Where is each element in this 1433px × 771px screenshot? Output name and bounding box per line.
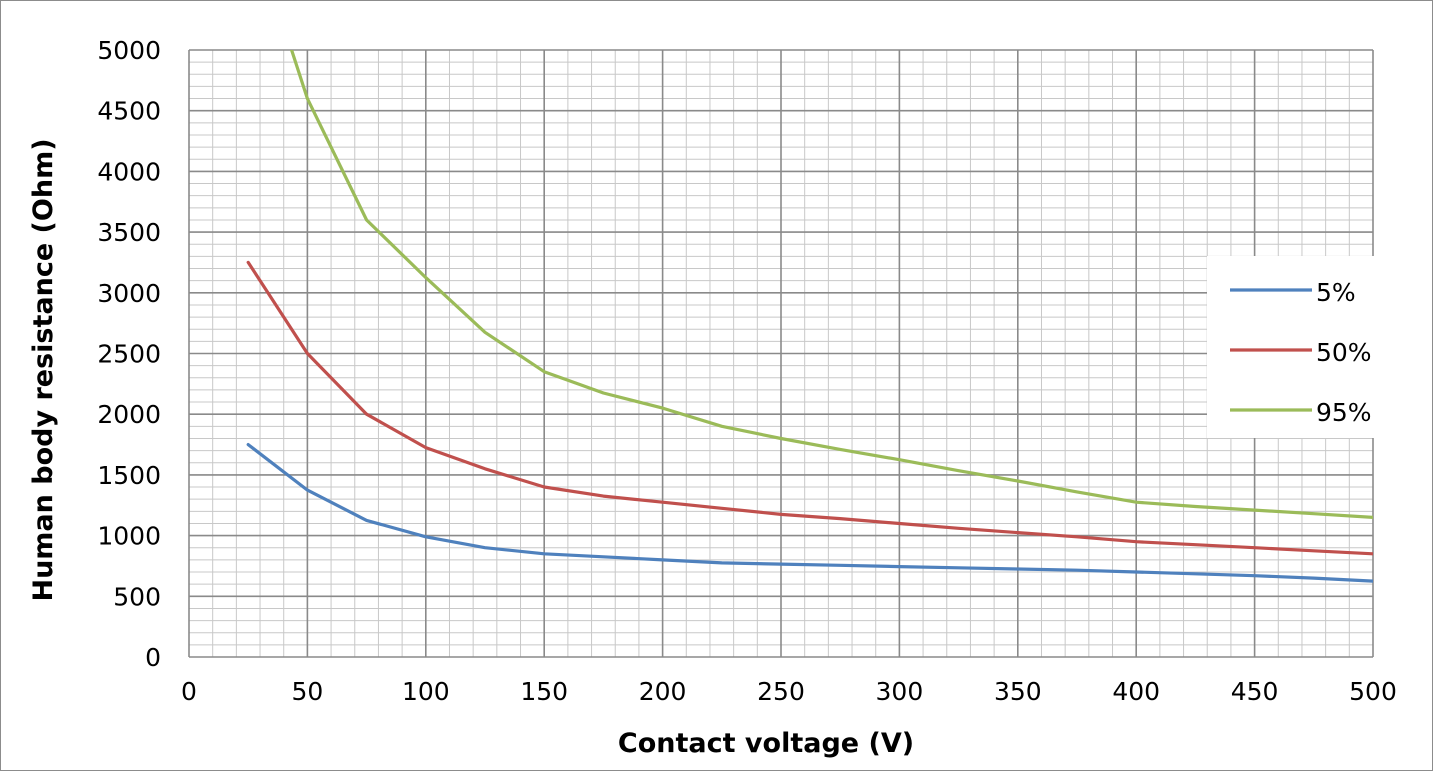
x-tick-label: 350 xyxy=(994,677,1042,706)
series-line-95pct xyxy=(289,50,1373,520)
y-tick-label: 0 xyxy=(145,643,161,672)
series-lines xyxy=(246,50,1373,583)
series-line-50pct xyxy=(246,260,1373,556)
y-tick-label: 1500 xyxy=(97,461,161,490)
x-tick-label: 250 xyxy=(757,677,805,706)
legend-label: 50% xyxy=(1316,338,1372,367)
x-tick-label: 100 xyxy=(402,677,450,706)
legend-box xyxy=(1207,256,1387,438)
legend: 5% 50% 95% xyxy=(1207,256,1387,438)
x-tick-label: 150 xyxy=(520,677,568,706)
y-tick-label: 4000 xyxy=(97,157,161,186)
x-tick-label: 50 xyxy=(291,677,323,706)
x-tick-label: 0 xyxy=(181,677,197,706)
x-axis-title: Contact voltage (V) xyxy=(618,728,914,759)
y-axis-title: Human body resistance (Ohm) xyxy=(28,138,59,601)
x-tick-label: 400 xyxy=(1112,677,1160,706)
legend-label: 5% xyxy=(1316,278,1356,307)
y-tick-label: 4500 xyxy=(97,97,161,126)
y-tick-label: 2000 xyxy=(97,400,161,429)
x-axis-tick-labels: 0 50 100 150 200 250 300 350 400 450 500 xyxy=(181,677,1397,706)
major-gridlines xyxy=(188,49,1374,658)
series-line-5pct xyxy=(246,443,1373,583)
y-tick-label: 2500 xyxy=(97,340,161,369)
y-tick-label: 500 xyxy=(113,582,161,611)
y-tick-label: 5000 xyxy=(97,36,161,65)
y-tick-label: 3000 xyxy=(97,279,161,308)
legend-label: 95% xyxy=(1316,398,1372,427)
x-tick-label: 200 xyxy=(639,677,687,706)
y-tick-label: 3500 xyxy=(97,218,161,247)
x-tick-label: 450 xyxy=(1231,677,1279,706)
y-axis-tick-labels: 0 500 1000 1500 2000 2500 3000 3500 4000 4500 5000 xyxy=(97,36,161,672)
y-tick-label: 1000 xyxy=(97,522,161,551)
x-tick-label: 300 xyxy=(876,677,924,706)
x-tick-label: 500 xyxy=(1349,677,1397,706)
